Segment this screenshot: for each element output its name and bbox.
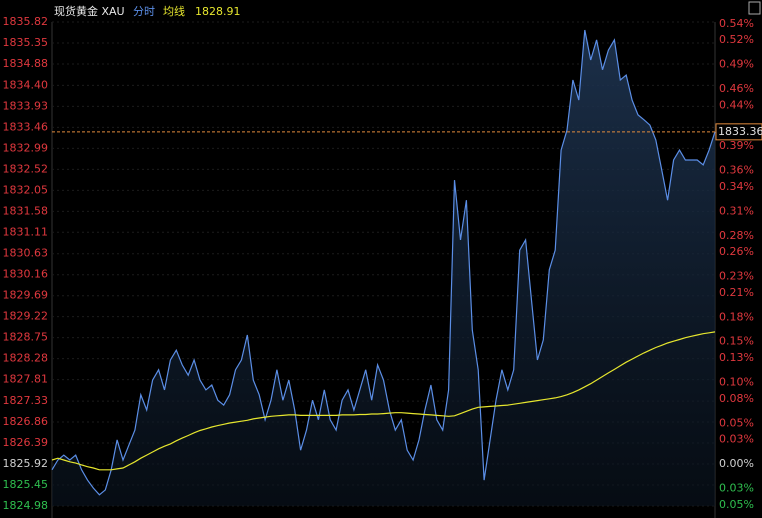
y-tick-label: 1834.40	[3, 78, 49, 91]
y-tick-label: 1825.92	[3, 457, 49, 470]
y2-tick-label: 0.05%	[719, 498, 754, 511]
y-tick-label: 1831.11	[3, 225, 49, 238]
avg-label: 均线	[163, 4, 185, 18]
y2-tick-label: 0.54%	[719, 17, 754, 30]
y-tick-label: 1824.98	[3, 499, 49, 512]
y2-tick-label: 0.44%	[719, 98, 754, 111]
y2-tick-label: 0.23%	[719, 270, 754, 283]
y-tick-label: 1828.75	[3, 331, 49, 344]
y-tick-label: 1826.86	[3, 415, 49, 428]
y2-tick-label: 0.46%	[719, 82, 754, 95]
y2-tick-label: 0.15%	[719, 335, 754, 348]
y-tick-label: 1831.58	[3, 204, 49, 217]
y2-tick-label: 0.13%	[719, 351, 754, 364]
y2-tick-label: 0.03%	[719, 433, 754, 446]
y-tick-label: 1832.99	[3, 141, 49, 154]
y-tick-label: 1829.69	[3, 289, 49, 302]
y-tick-label: 1830.16	[3, 268, 49, 281]
y2-tick-label: 0.10%	[719, 375, 754, 388]
y2-tick-label: 0.18%	[719, 310, 754, 323]
y2-tick-label: 0.28%	[719, 229, 754, 242]
y-tick-label: 1825.45	[3, 478, 49, 491]
y2-tick-label: 0.49%	[719, 58, 754, 71]
mode-label: 分时	[133, 5, 155, 18]
y2-tick-label: 0.05%	[719, 416, 754, 429]
y-tick-label: 1827.81	[3, 373, 49, 386]
price-line	[51, 29, 716, 496]
y-tick-label: 1833.46	[3, 120, 49, 133]
avg-value: 1828.91	[195, 5, 241, 18]
y2-tick-label: 0.31%	[719, 204, 754, 217]
y-tick-label: 1833.93	[3, 99, 49, 112]
y-tick-label: 1835.35	[3, 36, 49, 49]
last-price-label: 1833.36	[718, 125, 762, 138]
y2-tick-label: 0.00%	[719, 457, 754, 470]
expand-icon[interactable]	[748, 1, 761, 15]
price-area	[52, 30, 715, 506]
y2-tick-label: 0.34%	[719, 180, 754, 193]
y-tick-label: 1832.52	[3, 162, 49, 175]
y-tick-label: 1835.82	[3, 15, 49, 28]
y-tick-label: 1829.22	[3, 310, 49, 323]
y2-tick-label: 0.03%	[719, 481, 754, 494]
y-tick-label: 1827.33	[3, 394, 49, 407]
average-line	[51, 331, 716, 471]
last-price-box	[715, 123, 762, 141]
y2-tick-label: 0.36%	[719, 164, 754, 177]
y-tick-label: 1832.05	[3, 183, 49, 196]
y2-tick-label: 0.08%	[719, 392, 754, 405]
symbol: 现货黄金 XAU	[54, 4, 125, 18]
y2-tick-label: 0.52%	[719, 33, 754, 46]
y-tick-label: 1834.88	[3, 57, 49, 70]
y2-tick-label: 0.39%	[719, 139, 754, 152]
y-tick-label: 1830.63	[3, 247, 49, 260]
y-tick-label: 1828.28	[3, 352, 49, 365]
y2-tick-label: 0.26%	[719, 245, 754, 258]
y2-tick-label: 0.21%	[719, 286, 754, 299]
y-tick-label: 1826.39	[3, 436, 49, 449]
